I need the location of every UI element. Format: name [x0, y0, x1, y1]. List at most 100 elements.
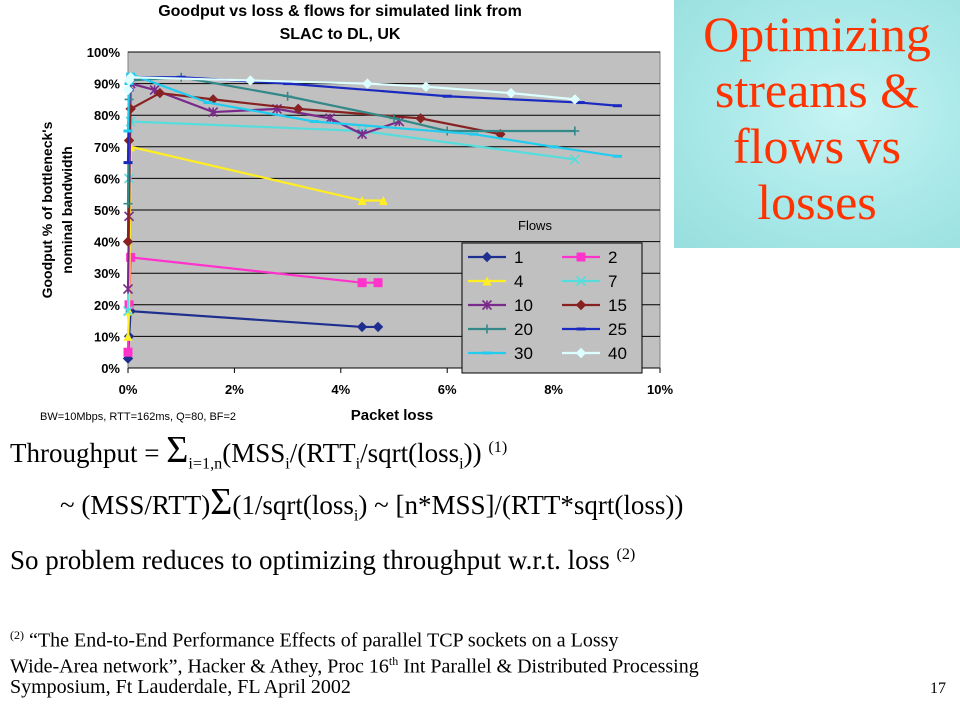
- data-point: [372, 321, 384, 333]
- eq1-body-d: )): [463, 438, 489, 468]
- ref-text-2b: Int Parallel & Distributed Processing: [398, 655, 699, 678]
- data-point: [481, 299, 493, 311]
- x-tick-label: 4%: [331, 382, 350, 397]
- eq1-sum-range: i=1,n: [188, 454, 223, 473]
- data-point: [154, 87, 166, 99]
- reference-line-3: Symposium, Ft Lauderdale, FL April 2002: [10, 674, 940, 700]
- ref-ordinal: th: [388, 654, 399, 668]
- data-point: [575, 275, 587, 287]
- legend-title: Flows: [518, 218, 552, 233]
- slide-title: Optimizing streams & flows vs losses: [703, 6, 931, 230]
- approximation-equation: ~ (MSS/RTT)Σ(1/sqrt(lossi) ~ [n*MSS]/(RT…: [60, 483, 683, 525]
- data-point: [245, 75, 256, 86]
- data-point: [309, 120, 319, 124]
- data-point: [373, 278, 383, 288]
- sigma-symbol: Σ: [166, 429, 189, 471]
- data-point: [356, 321, 368, 333]
- legend-label: 10: [514, 296, 533, 315]
- data-point: [482, 351, 492, 355]
- y-tick-label: 0%: [101, 361, 120, 376]
- data-point: [549, 145, 559, 149]
- y-axis-label: nominal bandwidth: [59, 146, 75, 274]
- data-point: [612, 154, 622, 158]
- data-point: [482, 276, 492, 286]
- data-point: [325, 113, 336, 124]
- sigma-symbol: Σ: [210, 481, 233, 523]
- data-point: [123, 161, 133, 165]
- x-tick-label: 6%: [438, 382, 457, 397]
- data-point: [389, 113, 399, 123]
- slide-title-box: Optimizing streams & flows vs losses: [674, 0, 960, 248]
- data-point: [123, 199, 133, 209]
- data-point: [122, 283, 134, 295]
- x-axis-label: Packet loss: [351, 407, 434, 424]
- eq2-body-a: (1/sqrt(loss: [232, 490, 354, 520]
- y-tick-label: 40%: [94, 235, 120, 250]
- eq1-sub-i: i: [459, 454, 464, 473]
- data-point: [122, 236, 134, 247]
- y-tick-label: 30%: [94, 266, 120, 281]
- eq2-prefix: ~ (MSS/RTT): [60, 490, 211, 520]
- eq1-body-b: /(RTT: [289, 438, 356, 468]
- data-point: [481, 251, 493, 263]
- data-point: [283, 91, 293, 101]
- y-tick-label: 100%: [87, 45, 121, 60]
- data-point: [575, 299, 587, 311]
- data-point: [362, 78, 373, 89]
- data-point: [203, 101, 213, 105]
- y-tick-label: 20%: [94, 298, 120, 313]
- data-point: [293, 103, 304, 115]
- x-tick-label: 0%: [119, 382, 138, 397]
- data-point: [125, 72, 136, 83]
- eq1-body-a: (MSS: [222, 438, 286, 468]
- chart-title: SLAC to DL, UK: [280, 26, 401, 43]
- y-tick-label: 90%: [94, 77, 120, 92]
- data-point: [357, 196, 367, 206]
- data-point: [208, 106, 219, 118]
- data-point: [469, 132, 479, 136]
- reference-line-1: (2) “The End-to-End Performance Effects …: [10, 622, 940, 654]
- x-tick-label: 2%: [225, 382, 244, 397]
- data-point: [575, 101, 585, 105]
- eq3-footnote: (2): [616, 545, 636, 563]
- data-point: [569, 154, 580, 165]
- ref-marker: (2): [10, 628, 24, 642]
- legend-label: 1: [514, 248, 523, 267]
- y-tick-label: 80%: [94, 108, 120, 123]
- data-point: [123, 331, 133, 341]
- data-point: [570, 126, 580, 136]
- data-point: [420, 81, 432, 92]
- page-number: 17: [930, 680, 946, 697]
- data-point: [123, 129, 133, 133]
- data-point: [505, 87, 517, 99]
- legend-label: 15: [608, 296, 627, 315]
- x-tick-label: 8%: [544, 382, 563, 397]
- y-axis-label: Goodput % of bottleneck's: [39, 121, 55, 298]
- problem-statement: So problem reduces to optimizing through…: [10, 545, 635, 576]
- y-tick-label: 10%: [94, 329, 120, 344]
- data-point: [176, 75, 186, 79]
- eq3-text: So problem reduces to optimizing through…: [10, 545, 617, 575]
- legend-label: 2: [608, 248, 617, 267]
- legend-label: 30: [514, 344, 533, 363]
- data-point: [415, 113, 426, 124]
- ref-text-3: Symposium, Ft Lauderdale, FL April 2002: [10, 676, 351, 698]
- data-point: [122, 84, 134, 96]
- data-point: [283, 82, 293, 86]
- chart-title: Goodput vs loss & flows for simulated li…: [158, 3, 522, 20]
- ref-text-2a: Wide-Area network”, Hacker & Athey, Proc…: [10, 655, 389, 678]
- legend-box: [461, 242, 643, 374]
- data-point: [378, 196, 388, 206]
- data-point: [357, 129, 368, 140]
- ref-text-1: “The End-to-End Performance Effects of p…: [24, 629, 619, 652]
- y-tick-label: 50%: [94, 203, 120, 218]
- reference-line-2: Wide-Area network”, Hacker & Athey, Proc…: [10, 648, 940, 680]
- data-point: [482, 324, 492, 334]
- y-tick-label: 60%: [94, 171, 120, 186]
- eq1-sub-i: i: [285, 454, 290, 473]
- data-point: [612, 104, 622, 108]
- x-tick-label: 10%: [647, 382, 673, 397]
- data-point: [575, 347, 587, 359]
- data-point: [123, 347, 133, 357]
- data-point: [122, 306, 134, 317]
